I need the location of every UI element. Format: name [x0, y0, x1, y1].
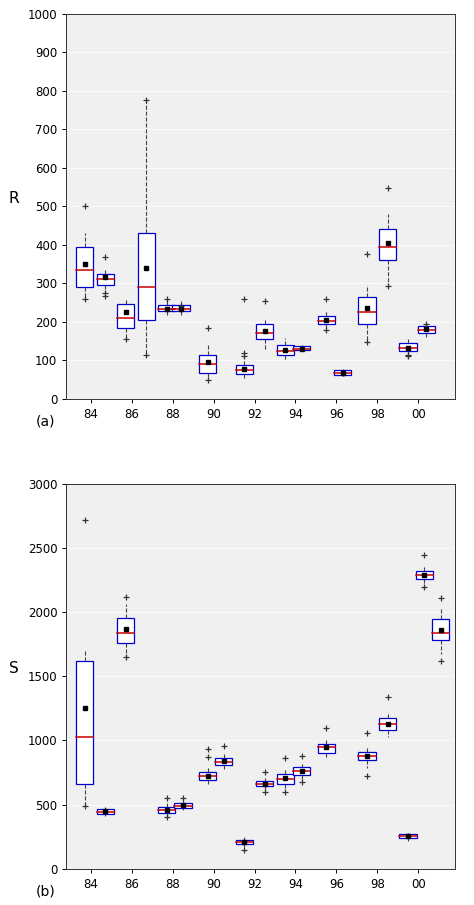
Bar [173, 305, 190, 311]
Bar [117, 618, 134, 643]
Bar [199, 773, 216, 780]
Bar [158, 807, 175, 813]
Bar [379, 229, 396, 260]
Bar [318, 744, 335, 753]
Bar [358, 752, 376, 760]
Bar [174, 804, 191, 808]
Text: (b): (b) [35, 884, 55, 898]
Bar [432, 619, 449, 641]
Bar [236, 840, 253, 843]
Text: (a): (a) [35, 414, 55, 428]
Bar [293, 347, 310, 350]
Bar [97, 809, 114, 814]
Bar [334, 370, 351, 375]
Y-axis label: S: S [9, 662, 18, 676]
Bar [117, 304, 134, 328]
Bar [400, 343, 417, 350]
Bar [256, 324, 273, 339]
Bar [277, 774, 294, 784]
Bar [215, 758, 232, 765]
Bar [293, 767, 310, 775]
Bar [199, 355, 216, 373]
Bar [318, 316, 335, 325]
Bar [76, 661, 93, 784]
Bar [416, 571, 433, 579]
Bar [358, 297, 376, 324]
Bar [400, 834, 417, 838]
Bar [236, 365, 253, 374]
Bar [137, 233, 155, 319]
Bar [379, 718, 396, 730]
Bar [158, 305, 175, 311]
Bar [256, 782, 273, 786]
Y-axis label: R: R [9, 191, 19, 206]
Bar [277, 345, 294, 355]
Bar [418, 326, 435, 333]
Bar [97, 273, 114, 285]
Bar [76, 247, 93, 287]
